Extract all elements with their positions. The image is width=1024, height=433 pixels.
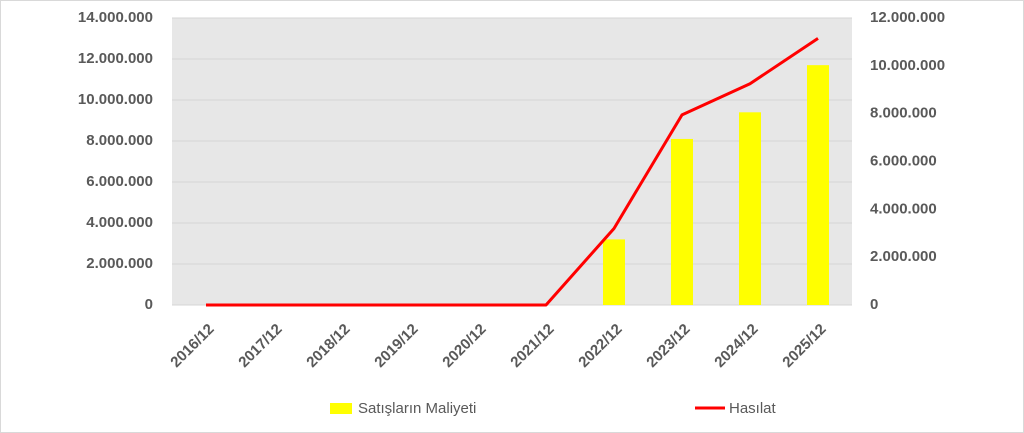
y2-tick-label: 12.000.000 [870, 9, 945, 26]
y-tick-label: 4.000.000 [86, 214, 153, 231]
plot-area [172, 18, 852, 305]
legend-label: Satışların Maliyeti [358, 400, 476, 417]
line [206, 37, 819, 307]
y2-tick-label: 6.000.000 [870, 152, 937, 169]
y-tick-label: 12.000.000 [78, 50, 153, 67]
y2-tick-label: 0 [870, 296, 878, 313]
legend-swatch [330, 403, 352, 414]
y-tick-label: 14.000.000 [78, 9, 153, 26]
y-tick-label: 0 [145, 296, 153, 313]
bar [807, 65, 829, 306]
y-tick-label: 8.000.000 [86, 132, 153, 149]
y2-tick-label: 10.000.000 [870, 57, 945, 74]
y2-tick-label: 2.000.000 [870, 248, 937, 265]
y-tick-label: 10.000.000 [78, 91, 153, 108]
y2-tick-label: 8.000.000 [870, 105, 937, 122]
y2-tick-label: 4.000.000 [870, 200, 937, 217]
y-tick-label: 2.000.000 [86, 255, 153, 272]
bar [739, 112, 761, 305]
y-tick-label: 6.000.000 [86, 173, 153, 190]
bar [603, 239, 625, 305]
legend-label: Hasılat [729, 400, 777, 417]
bar [671, 138, 693, 305]
